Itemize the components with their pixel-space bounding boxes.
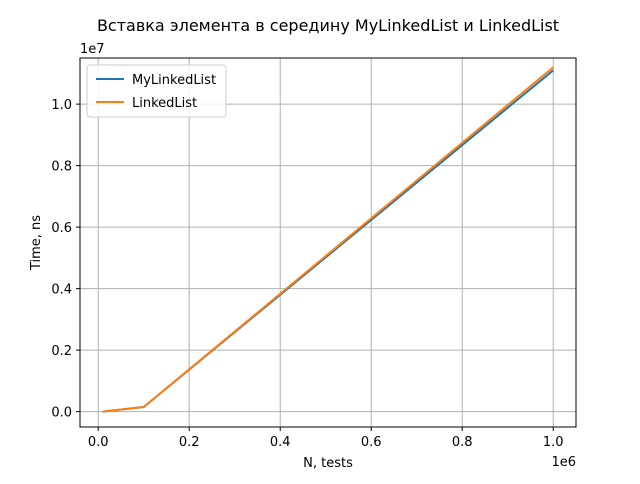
y-tick-label: 0.0 bbox=[51, 406, 72, 421]
x-tick-label: 0.8 bbox=[452, 435, 473, 450]
x-tick-label: 0.6 bbox=[361, 435, 382, 450]
x-tick-label: 1.0 bbox=[543, 435, 564, 450]
series-layer bbox=[102, 66, 554, 413]
plot-area-frame bbox=[79, 57, 577, 428]
y-tick-label: 0.2 bbox=[51, 344, 72, 359]
y-tick-label: 1.0 bbox=[51, 98, 72, 113]
ticks: 0.0 0.2 0.4 0.6 0.8 1.0 0.0 0.2 0.4 0.6 0.8 1.0 bbox=[51, 98, 563, 450]
legend: MyLinkedList LinkedList bbox=[86, 64, 227, 118]
x-axis-title: N, tests bbox=[303, 456, 353, 471]
grid bbox=[80, 58, 576, 427]
y-tick-label: 0.6 bbox=[51, 221, 72, 236]
y-tick-label: 0.8 bbox=[51, 160, 72, 175]
x-tick-label: 0.2 bbox=[179, 435, 200, 450]
chart-title: Вставка элемента в середину MyLinkedList… bbox=[97, 16, 559, 35]
x-tick-label: 0.0 bbox=[88, 435, 109, 450]
legend-label-linkedlist: LinkedList bbox=[132, 96, 197, 111]
legend-label-mylinkedlist: MyLinkedList bbox=[132, 73, 216, 88]
y-axis-title: Time, ns bbox=[29, 215, 44, 271]
y-offset-label: 1e7 bbox=[80, 42, 105, 57]
x-offset-label: 1e6 bbox=[551, 455, 576, 470]
x-tick-label: 0.4 bbox=[270, 435, 291, 450]
series-line-linkedlist bbox=[102, 66, 554, 413]
y-tick-label: 0.4 bbox=[51, 283, 72, 298]
